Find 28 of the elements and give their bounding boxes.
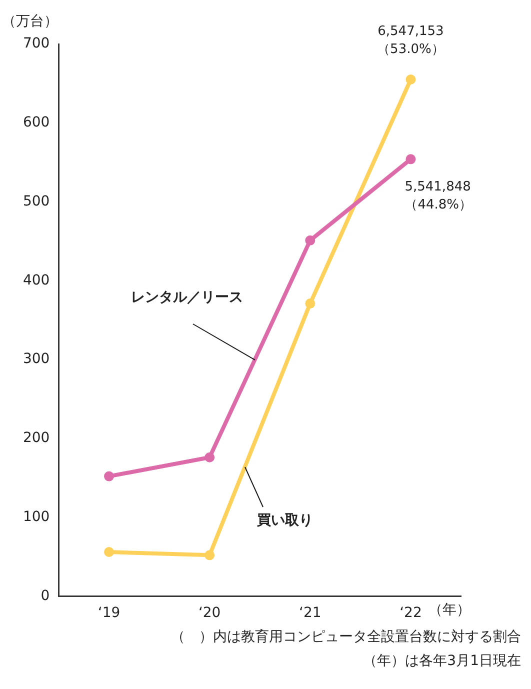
y-tick-label: 500	[22, 193, 50, 210]
point	[104, 471, 114, 482]
text: 買い取り	[256, 512, 313, 529]
point	[305, 235, 316, 246]
y-tick-label: 0	[40, 588, 50, 604]
x-tick-label: ‘22	[400, 605, 422, 622]
point	[406, 74, 416, 84]
y-tick-label: 700	[22, 36, 50, 52]
text: （年）は各年3月1日現在	[362, 652, 521, 671]
y-tick-label: 600	[22, 114, 50, 131]
point	[204, 452, 215, 462]
y-tick-label: 400	[22, 272, 50, 288]
x-tick-label: ‘19	[98, 605, 120, 622]
x-tick-label: ‘20	[198, 605, 221, 622]
annotation: 6,547,153 （53.0%）	[377, 24, 444, 57]
point	[204, 550, 215, 560]
text: （ ）内は教育用コンピュータ全設置台数に対する割合	[170, 628, 521, 647]
y-tick-label: 300	[22, 351, 50, 368]
y-tick-label: 100	[22, 508, 50, 525]
x-axis-title: （年）	[428, 602, 471, 618]
point	[104, 547, 114, 558]
text: レンタル／リース	[130, 289, 243, 306]
x-tick-label: ‘21	[299, 605, 322, 622]
y-axis-title: （万台）	[2, 14, 58, 30]
point	[406, 154, 416, 164]
y-tick-label: 200	[22, 430, 50, 446]
point	[305, 298, 316, 309]
annotation: 5,541,848 （44.8%）	[404, 180, 472, 213]
